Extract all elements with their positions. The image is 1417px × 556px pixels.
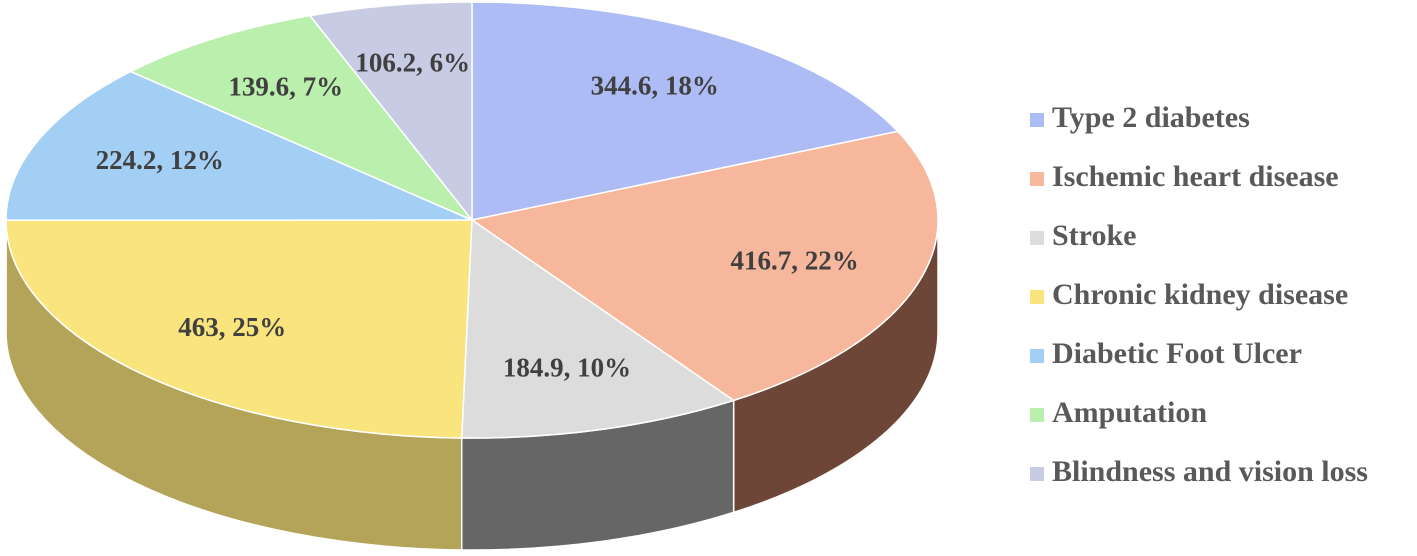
legend-label: Ischemic heart disease (1052, 160, 1339, 193)
legend-swatch (1030, 231, 1044, 245)
data-label: 416.7, 22% (731, 245, 859, 275)
pie-slice (5, 70, 473, 221)
data-label: 224.2, 12% (96, 145, 224, 175)
pie-slice (5, 219, 473, 439)
pie-slice (471, 1, 900, 221)
data-label: 184.9, 10% (503, 353, 631, 383)
legend-label: Type 2 diabetes (1052, 101, 1250, 134)
pie-slice (470, 130, 939, 402)
legend-label: Stroke (1052, 219, 1136, 252)
legend-swatch (1030, 172, 1044, 186)
data-label: 106.2, 6% (355, 48, 470, 78)
legend-label: Amputation (1052, 396, 1207, 429)
legend-swatch (1030, 408, 1044, 422)
legend-label: Blindness and vision loss (1052, 455, 1368, 488)
data-label: 463, 25% (178, 312, 286, 342)
legend-swatch (1030, 113, 1044, 127)
legend-swatch (1030, 290, 1044, 304)
pie-slice (308, 1, 473, 223)
legend-swatch (1030, 349, 1044, 363)
legend-label: Diabetic Foot Ulcer (1052, 337, 1302, 370)
legend-swatch (1030, 467, 1044, 481)
legend-label: Chronic kidney disease (1052, 278, 1348, 311)
data-label: 139.6, 7% (228, 72, 343, 102)
pie-slice (128, 14, 473, 221)
pie-slice (460, 218, 736, 439)
data-label: 344.6, 18% (591, 71, 719, 101)
